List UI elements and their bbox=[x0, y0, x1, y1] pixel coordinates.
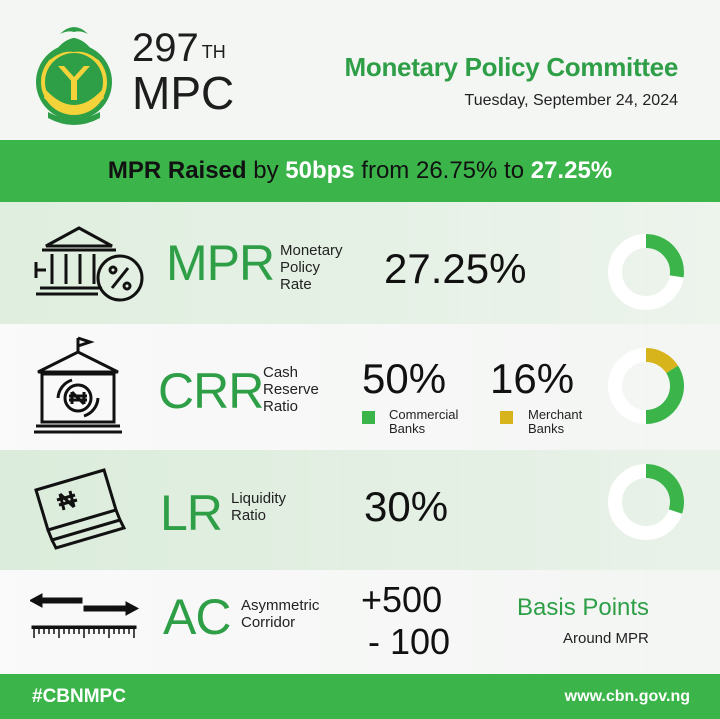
crr-description: Cash Reserve Ratio bbox=[263, 364, 319, 415]
lr-desc-line1: Liquidity bbox=[231, 490, 287, 507]
ac-desc-line2: Corridor bbox=[241, 614, 296, 631]
crr-desc-line3: Ratio bbox=[263, 398, 299, 415]
headline-bps: 50bps bbox=[285, 157, 355, 184]
row-ac: AC Asymmetric Corridor +500 - 100 Basis … bbox=[0, 570, 720, 674]
crr-donut-chart bbox=[608, 348, 684, 424]
row-lr: LR Liquidity Ratio 30% bbox=[0, 450, 720, 570]
crr-desc-line2: Reserve bbox=[263, 381, 319, 398]
footer: #CBNMPC www.cbn.gov.ng bbox=[0, 674, 720, 719]
headline-to: to bbox=[497, 157, 531, 184]
basis-points-title: Basis Points bbox=[517, 594, 650, 621]
merchant-banks-swatch bbox=[500, 411, 513, 424]
commercial-banks-label: Commercial Banks bbox=[389, 408, 458, 436]
header: 297 TH MPC Monetary Policy Committee Tues… bbox=[0, 0, 720, 140]
bank-naira-icon bbox=[34, 336, 122, 434]
mpc-word: MPC bbox=[132, 67, 235, 119]
mpr-desc-line1: Monetary bbox=[280, 242, 343, 259]
bank-percent-icon bbox=[34, 226, 144, 302]
commercial-banks-swatch bbox=[362, 411, 375, 424]
ac-upper: +500 bbox=[361, 579, 443, 620]
crr-commercial-value: 50% bbox=[362, 355, 447, 402]
crr-donut-segment-merchant bbox=[645, 348, 679, 374]
mpr-donut-chart bbox=[608, 234, 684, 310]
mpr-value: 27.25% bbox=[384, 245, 527, 292]
naira-banknotes-icon bbox=[34, 468, 127, 550]
mpr-desc-line2: Policy bbox=[280, 259, 321, 276]
ac-description: Asymmetric Corridor bbox=[241, 597, 319, 631]
crr-desc-line1: Cash bbox=[263, 364, 299, 381]
mpr-donut-segment-mpr bbox=[645, 234, 684, 278]
headline-from: from bbox=[354, 157, 416, 184]
committee-title: Monetary Policy Committee bbox=[344, 52, 679, 82]
commercial-label-line1: Commercial bbox=[389, 407, 459, 422]
headline-bar: MPR Raised by 50bps from 26.75% to 27.25… bbox=[0, 140, 720, 202]
lr-desc-line2: Ratio bbox=[231, 507, 267, 524]
merchant-label-line1: Merchant bbox=[528, 407, 583, 422]
crr-merchant-value: 16% bbox=[490, 355, 575, 402]
headline-old-rate: 26.75% bbox=[415, 157, 498, 184]
headline-mpr-raised: MPR Raised bbox=[107, 157, 247, 184]
headline-new-rate: 27.25% bbox=[530, 157, 613, 184]
mpr-desc-line3: Rate bbox=[280, 276, 312, 293]
lr-value: 30% bbox=[364, 483, 449, 530]
merchant-banks-label: Merchant Banks bbox=[528, 408, 582, 436]
row-mpr: MPR Monetary Policy Rate 27.25% bbox=[0, 202, 720, 324]
ac-abbr: AC bbox=[163, 589, 231, 645]
lr-description: Liquidity Ratio bbox=[231, 490, 286, 524]
lr-donut-segment-lr bbox=[645, 464, 684, 514]
website-link[interactable]: www.cbn.gov.ng bbox=[564, 687, 690, 705]
ac-desc-line1: Asymmetric bbox=[241, 597, 320, 614]
lr-abbr: LR bbox=[160, 485, 223, 541]
headline: MPR Raised by 50bps from 26.75% to 27.25… bbox=[108, 157, 612, 185]
ac-lower: - 100 bbox=[368, 621, 451, 662]
corridor-ruler-icon bbox=[30, 593, 140, 638]
mpc-number: 297 TH bbox=[132, 26, 226, 70]
mpr-description: Monetary Policy Rate bbox=[280, 242, 343, 293]
headline-by: by bbox=[246, 157, 286, 184]
cbn-coat-of-arms-icon bbox=[36, 27, 112, 125]
row-crr: CRR Cash Reserve Ratio 50% Commercial Ba… bbox=[0, 324, 720, 450]
lr-donut-chart bbox=[608, 464, 684, 540]
merchant-label-line2: Banks bbox=[528, 421, 565, 436]
crr-donut-segment-commercial bbox=[645, 365, 684, 424]
commercial-label-line2: Banks bbox=[389, 421, 426, 436]
crr-abbr: CRR bbox=[158, 363, 264, 419]
mpr-abbr: MPR bbox=[166, 235, 275, 291]
around-mpr-label: Around MPR bbox=[563, 630, 649, 647]
meeting-date: Tuesday, September 24, 2024 bbox=[464, 92, 678, 109]
hashtag: #CBNMPC bbox=[32, 685, 126, 707]
mpc-suffix: TH bbox=[201, 42, 226, 62]
